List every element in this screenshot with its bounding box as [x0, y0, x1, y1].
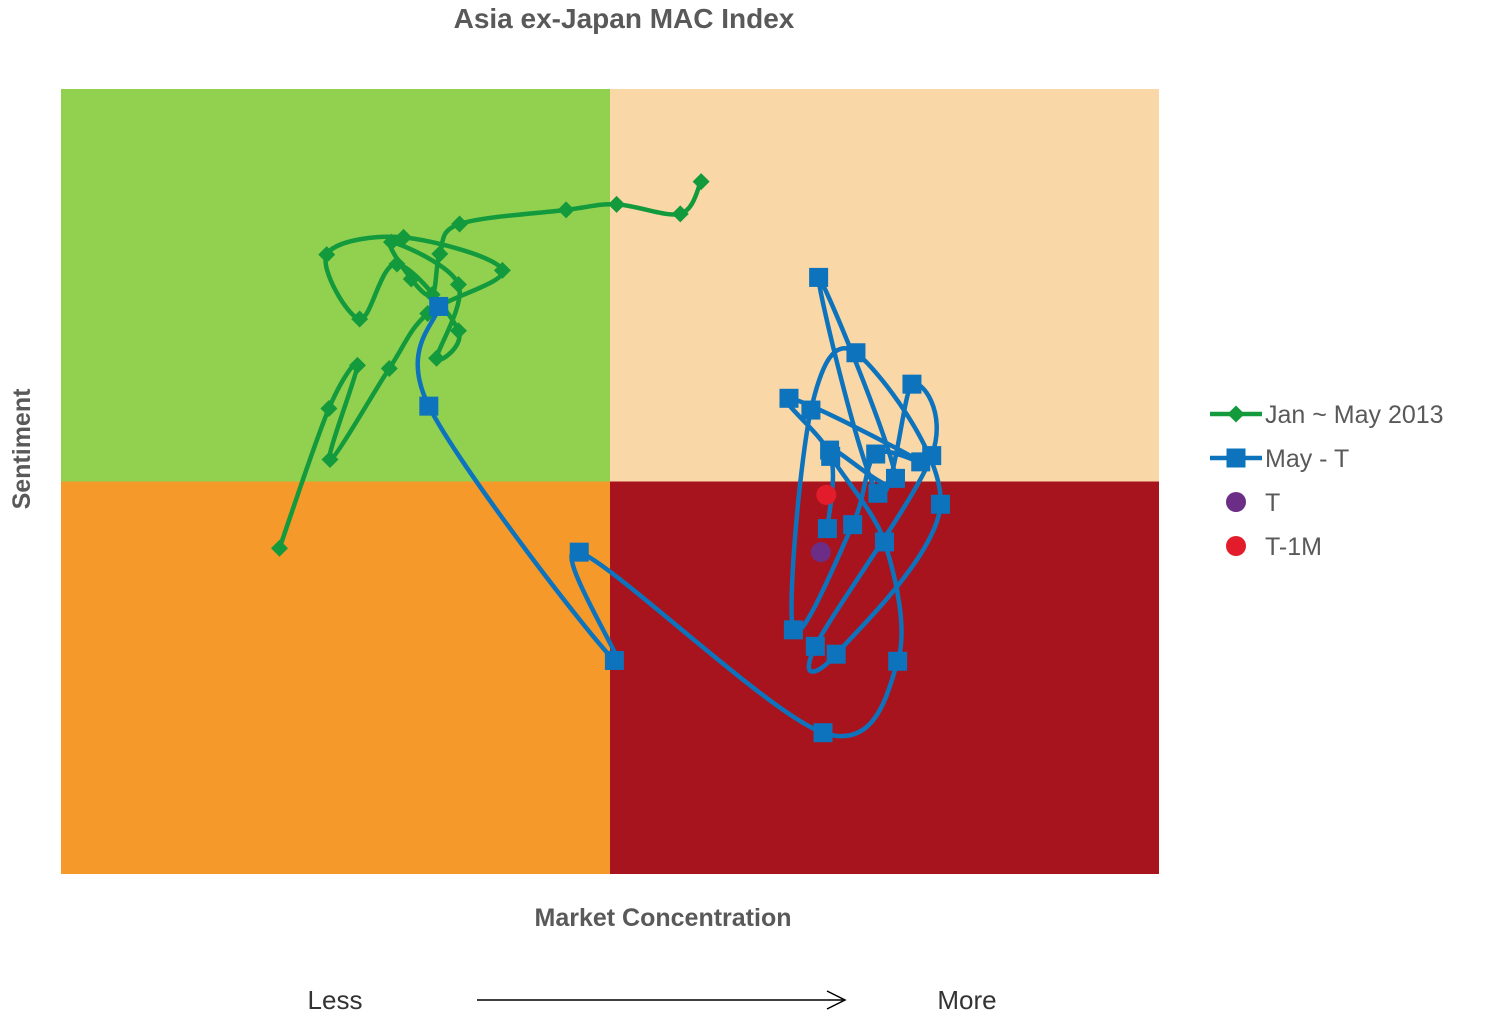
data-point — [395, 228, 413, 246]
direction-arrow — [477, 990, 847, 1010]
data-point — [402, 270, 420, 288]
data-point — [388, 255, 406, 273]
data-point — [318, 246, 336, 264]
data-point — [779, 388, 799, 408]
data-point — [604, 650, 624, 670]
legend-label: T-1M — [1265, 533, 1322, 561]
data-point — [888, 651, 908, 671]
data-point — [449, 275, 467, 293]
series-0 — [271, 173, 710, 557]
series-2 — [810, 542, 831, 563]
less-label: Less — [308, 985, 363, 1011]
legend-label: May - T — [1265, 445, 1349, 473]
data-point — [816, 484, 837, 505]
data-point — [902, 374, 922, 394]
data-point — [428, 349, 446, 367]
legend-label: T — [1265, 489, 1280, 517]
data-point — [321, 451, 339, 469]
data-point — [429, 296, 449, 316]
data-point — [271, 539, 289, 557]
data-point — [817, 519, 837, 539]
legend-marker — [1226, 448, 1246, 468]
data-point — [431, 245, 449, 263]
series-layer — [271, 173, 950, 743]
data-point — [419, 396, 439, 416]
x-axis-title: Market Concentration — [535, 904, 792, 932]
more-label: More — [937, 985, 996, 1011]
data-point — [557, 201, 575, 219]
data-point — [783, 620, 803, 640]
series-1 — [415, 267, 950, 743]
data-point — [671, 205, 689, 223]
data-point — [608, 195, 626, 213]
quadrant-bottom-left — [61, 481, 610, 874]
data-point — [821, 446, 841, 466]
data-point — [911, 452, 931, 472]
data-point — [569, 542, 589, 562]
data-point — [380, 359, 398, 377]
data-point — [801, 400, 821, 420]
data-point — [449, 322, 467, 340]
chart-title: Asia ex-Japan MAC Index — [454, 3, 795, 34]
data-point — [493, 261, 511, 279]
data-point — [843, 515, 863, 535]
data-point — [813, 723, 833, 743]
data-point — [868, 483, 888, 503]
legend-label: Jan ~ May 2013 — [1265, 401, 1444, 429]
legend-item: Jan ~ May 2013 — [1210, 401, 1444, 429]
legend-item: T-1M — [1226, 533, 1322, 561]
data-point — [826, 644, 846, 664]
y-axis-title: Sentiment — [8, 388, 36, 510]
quadrant-top-right — [610, 89, 1159, 482]
data-point — [809, 267, 829, 287]
legend-marker — [1227, 405, 1245, 423]
data-point — [692, 173, 710, 191]
data-point — [810, 542, 831, 563]
data-point — [348, 356, 366, 374]
data-point — [875, 532, 894, 552]
legend-item: T — [1226, 489, 1280, 517]
legend-item: May - T — [1210, 445, 1349, 473]
data-point — [805, 636, 825, 656]
series-3 — [816, 484, 837, 505]
legend-marker — [1226, 536, 1246, 556]
data-point — [351, 310, 369, 328]
quadrant-top-left — [61, 89, 610, 482]
legend-marker — [1226, 492, 1246, 512]
legend: Jan ~ May 2013 May - T T T-1M — [1210, 401, 1444, 561]
data-point — [846, 343, 866, 363]
data-point — [451, 215, 469, 233]
data-point — [885, 468, 905, 488]
data-point — [866, 444, 886, 464]
quadrant-background — [61, 89, 1159, 874]
data-point — [320, 399, 338, 417]
data-point — [930, 494, 950, 514]
